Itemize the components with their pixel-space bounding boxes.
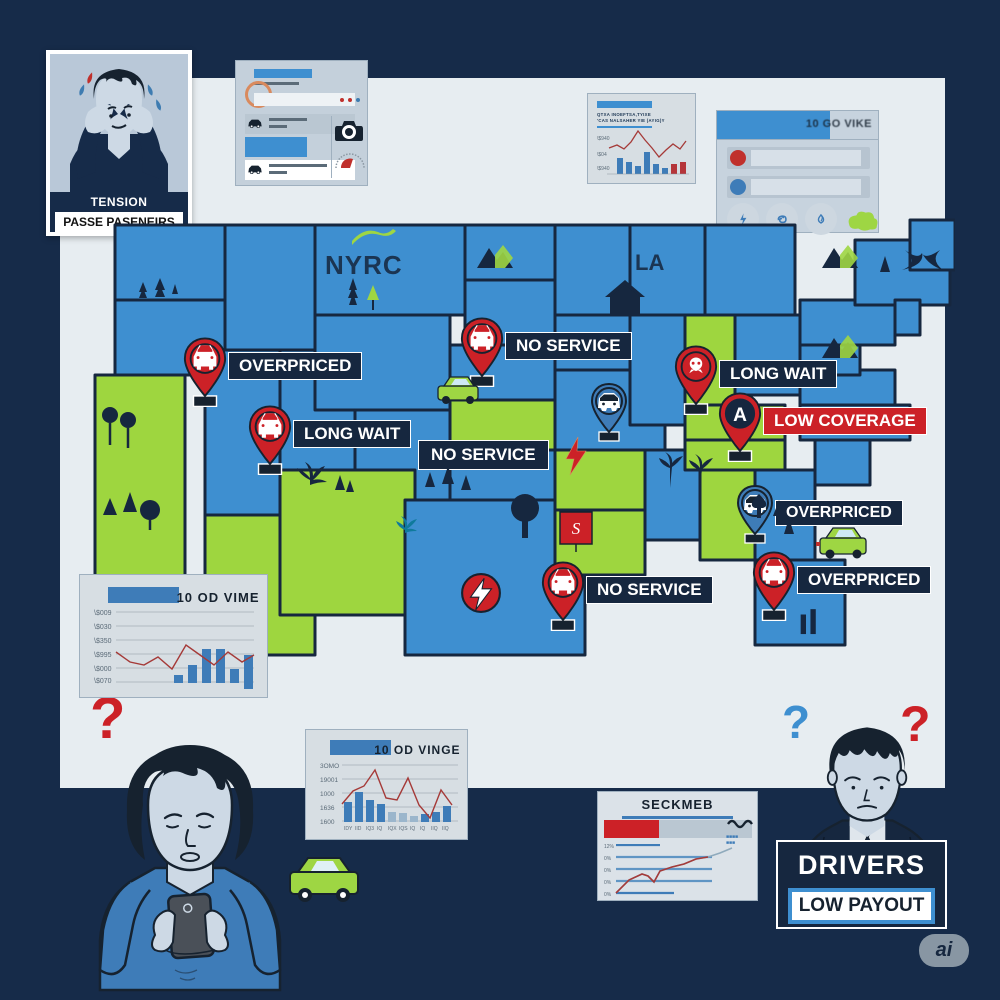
svg-text:0%: 0% xyxy=(604,892,612,896)
svg-text:0%: 0% xyxy=(604,880,612,886)
svg-text:IQ: IQ xyxy=(420,826,425,832)
svg-text:IDY: IDY xyxy=(344,826,353,832)
svg-text:IQX: IQX xyxy=(388,826,397,832)
svg-text:0%: 0% xyxy=(604,868,612,874)
svg-text:\$04: \$04 xyxy=(597,152,607,158)
svg-text:IIQ: IIQ xyxy=(442,826,449,832)
svg-text:1636: 1636 xyxy=(320,805,335,812)
svg-text:S: S xyxy=(572,519,581,538)
svg-text:19001: 19001 xyxy=(320,777,338,784)
svg-text:IQ3: IQ3 xyxy=(366,826,374,832)
svg-text:\$350: \$350 xyxy=(94,638,112,645)
svg-text:\$940: \$940 xyxy=(597,166,610,172)
svg-text:\$940: \$940 xyxy=(597,136,610,142)
svg-text:\$000: \$000 xyxy=(94,666,112,673)
svg-text:IQ: IQ xyxy=(410,826,415,832)
svg-text:0%: 0% xyxy=(604,856,612,862)
svg-text:IQ: IQ xyxy=(377,826,382,832)
svg-text:\$009: \$009 xyxy=(94,610,112,617)
svg-text:\$070: \$070 xyxy=(94,678,112,685)
svg-text:1000: 1000 xyxy=(320,791,335,798)
svg-text:3OMO: 3OMO xyxy=(320,763,339,770)
svg-text:12%: 12% xyxy=(604,844,615,850)
svg-text:1600: 1600 xyxy=(320,819,335,826)
svg-text:\$030: \$030 xyxy=(94,624,112,631)
svg-text:IIQ: IIQ xyxy=(431,826,438,832)
svg-text:IQS: IQS xyxy=(399,826,408,832)
svg-text:IID: IID xyxy=(355,826,362,832)
svg-text:\$995: \$995 xyxy=(94,652,112,659)
